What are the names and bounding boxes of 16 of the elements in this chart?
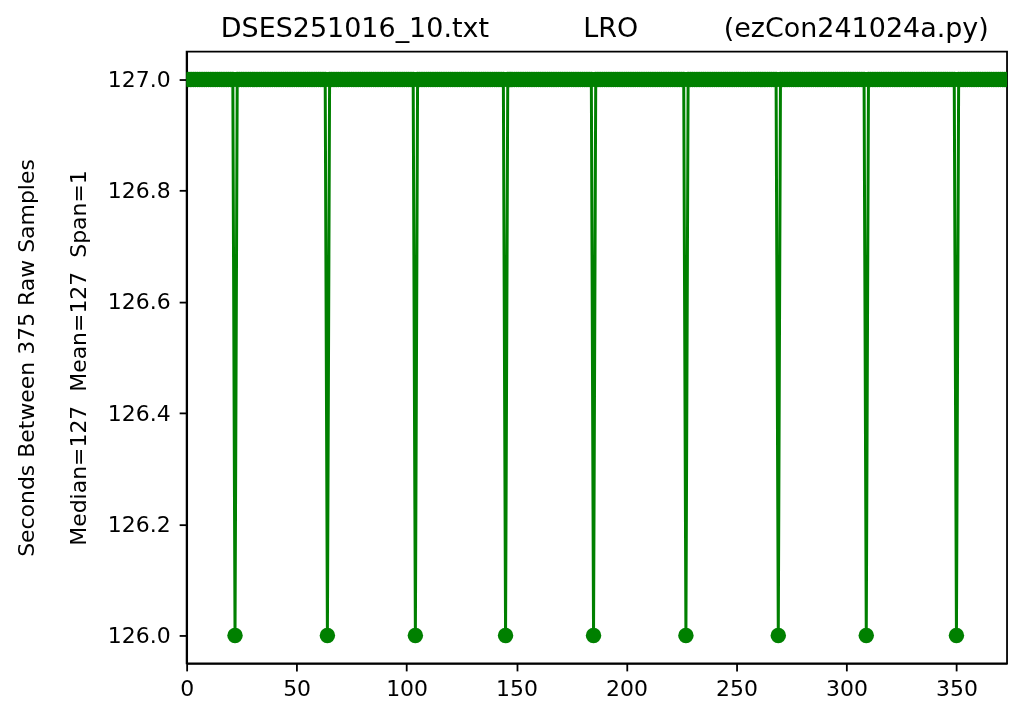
text: Seconds Between 375 Raw Samples Median=127 Mean=127 Span=1 xyxy=(13,159,91,557)
x-tick-label: 100 xyxy=(386,676,429,702)
x-tick-label: 0 xyxy=(180,676,195,702)
x-tick-label: 50 xyxy=(283,676,312,702)
y-tick-label: 126.4 xyxy=(107,400,171,426)
y-tick-label: 126.8 xyxy=(107,178,171,204)
x-tick-label: 350 xyxy=(936,676,978,702)
x-tick-label: 200 xyxy=(606,676,648,702)
x-tick-label: 150 xyxy=(496,676,538,702)
chart-title: DSES251016_10.txt LRO (ezCon241024a.py) xyxy=(220,11,989,43)
y-tick-label: 126.6 xyxy=(107,289,171,315)
y-tick-label: 126.2 xyxy=(107,511,171,537)
y-tick-label: 126.0 xyxy=(107,623,171,649)
y-tick-label: 127.0 xyxy=(107,66,171,92)
x-tick-label: 250 xyxy=(716,676,758,702)
x-tick-label: 300 xyxy=(826,676,868,702)
